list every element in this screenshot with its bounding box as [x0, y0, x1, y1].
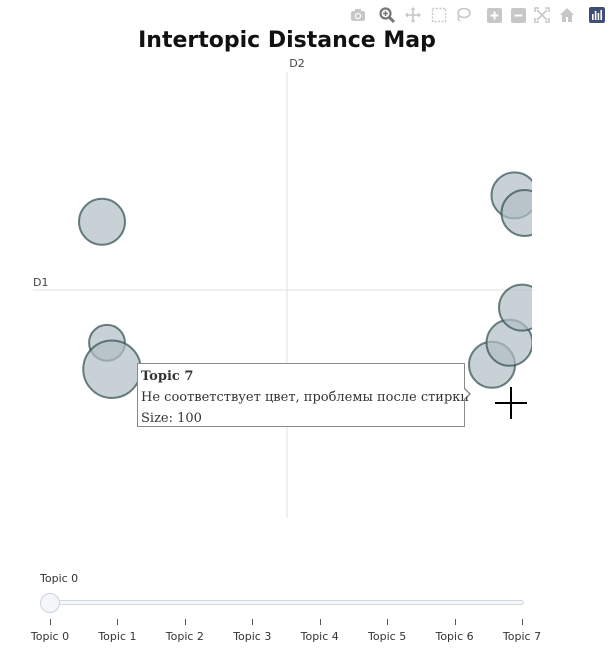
- tooltip-arrow-inner: [463, 388, 469, 400]
- hover-tooltip: Topic 7 Не соответствует цвет, проблемы …: [137, 363, 470, 427]
- slider-tick: [184, 619, 186, 625]
- y-axis-label: D2: [289, 57, 304, 70]
- lasso-icon[interactable]: [453, 5, 473, 25]
- slider-step-label[interactable]: Topic 5: [368, 630, 407, 643]
- slider-step-label[interactable]: Topic 7: [502, 630, 542, 643]
- slider-tick: [319, 619, 321, 625]
- slider-tick: [522, 619, 523, 625]
- tooltip-title: Topic 7: [141, 369, 194, 384]
- crosshair-cursor-icon: [495, 387, 527, 419]
- slider-step-label[interactable]: Topic 6: [435, 630, 474, 643]
- zoom-in-icon[interactable]: [484, 5, 504, 25]
- slider-rail[interactable]: [42, 600, 524, 605]
- slider-handle[interactable]: [40, 593, 60, 613]
- topic-bubble[interactable]: [500, 189, 548, 237]
- tooltip-size: Size: 100: [141, 411, 202, 426]
- slider-step-label[interactable]: Topic 1: [98, 630, 137, 643]
- slider-tick: [387, 619, 389, 625]
- reset-axes-icon[interactable]: [557, 5, 577, 25]
- slider-current-label: Topic 0: [40, 572, 79, 585]
- slider-tick: [454, 619, 456, 625]
- autoscale-icon[interactable]: [532, 5, 552, 25]
- topic-bubble[interactable]: [498, 283, 545, 332]
- slider-step-label[interactable]: Topic 3: [233, 630, 272, 643]
- slider-tick: [252, 619, 254, 625]
- zoom-icon[interactable]: [377, 5, 397, 25]
- box-select-icon[interactable]: [429, 5, 449, 25]
- pan-icon[interactable]: [403, 5, 423, 25]
- topic-bubble[interactable]: [82, 339, 142, 399]
- modebar: [348, 5, 606, 25]
- slider-step-label[interactable]: Topic 2: [165, 630, 204, 643]
- tooltip-text: Не соответствует цвет, проблемы после ст…: [141, 390, 470, 405]
- topic-bubble[interactable]: [78, 197, 126, 246]
- camera-icon[interactable]: [348, 5, 368, 25]
- x-axis-label: D1: [33, 276, 48, 289]
- slider-tick: [117, 619, 119, 625]
- zoom-out-icon[interactable]: [508, 5, 528, 25]
- slider-step-label[interactable]: Topic 4: [300, 630, 339, 643]
- slider-tick: [50, 619, 51, 625]
- slider-step-label[interactable]: Topic 0: [30, 630, 70, 643]
- plotly-logo-icon[interactable]: [587, 5, 607, 25]
- chart-title: Intertopic Distance Map: [138, 28, 436, 53]
